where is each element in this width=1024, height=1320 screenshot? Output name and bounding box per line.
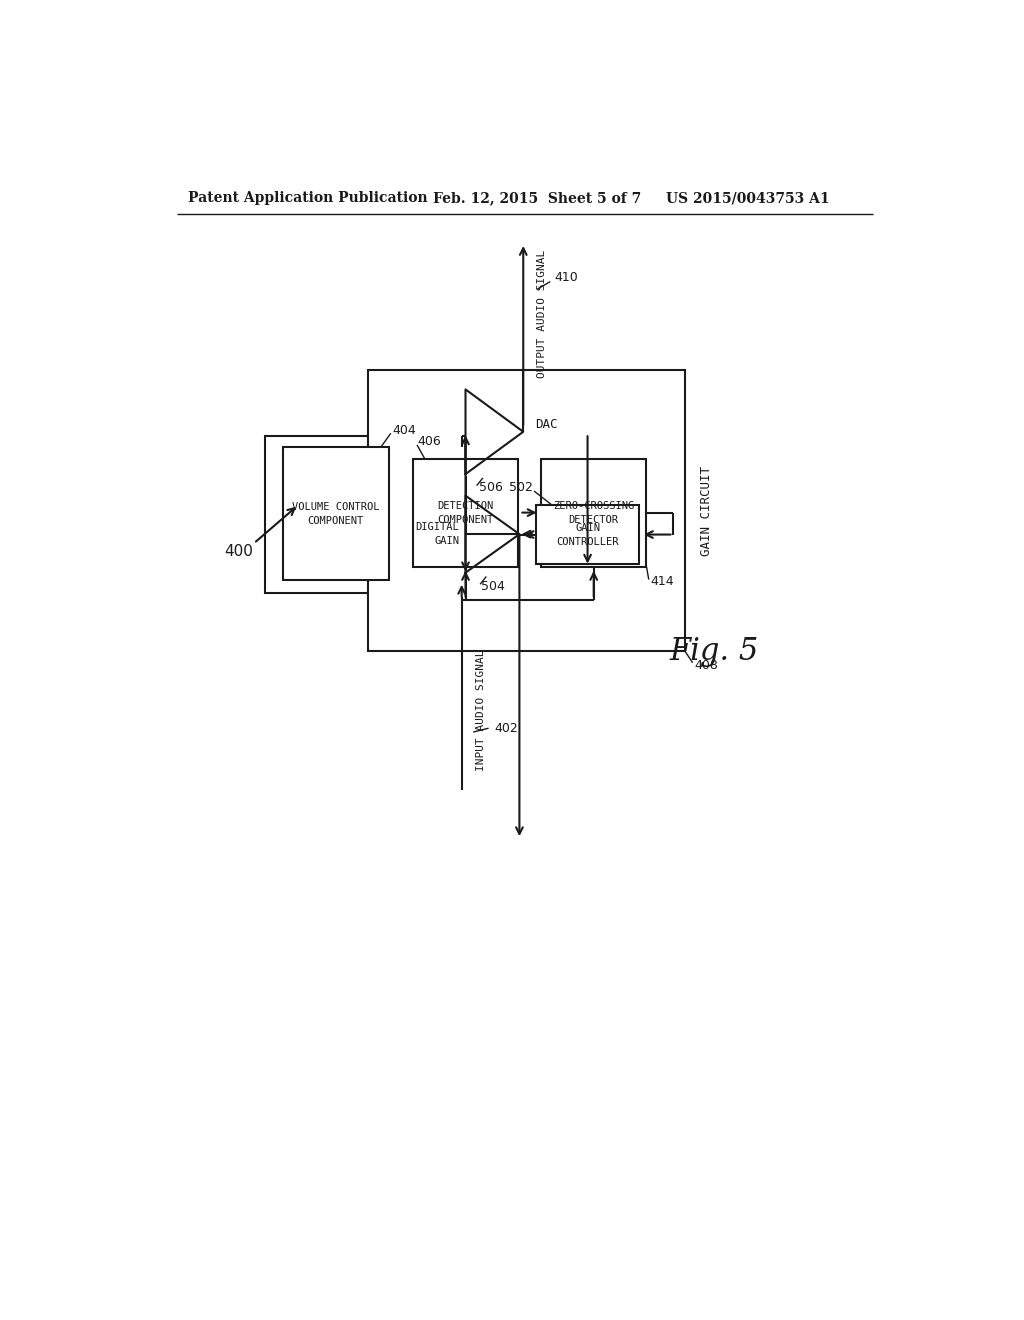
Text: DAC: DAC [535,417,557,430]
Text: GAIN
CONTROLLER: GAIN CONTROLLER [556,523,618,546]
Text: VOLUME CONTROL
COMPONENT: VOLUME CONTROL COMPONENT [292,502,380,525]
Text: Fig. 5: Fig. 5 [670,636,759,667]
Bar [413,459,518,566]
Text: 506: 506 [478,482,503,495]
Bar [537,506,639,564]
Text: 414: 414 [650,576,674,589]
Text: 408: 408 [694,659,718,672]
Text: 406: 406 [417,436,440,449]
Bar [265,436,674,594]
Bar [368,370,685,651]
Text: 400: 400 [224,544,253,558]
Text: US 2015/0043753 A1: US 2015/0043753 A1 [666,191,829,206]
Text: OUTPUT AUDIO SIGNAL: OUTPUT AUDIO SIGNAL [538,251,547,379]
Text: 410: 410 [554,271,578,284]
Bar [541,459,646,566]
Text: Patent Application Publication: Patent Application Publication [188,191,428,206]
Text: Feb. 12, 2015  Sheet 5 of 7: Feb. 12, 2015 Sheet 5 of 7 [433,191,641,206]
Text: 404: 404 [392,424,416,437]
Text: INPUT AUDIO SIGNAL: INPUT AUDIO SIGNAL [475,649,485,771]
Text: DETECTION
COMPONENT: DETECTION COMPONENT [437,500,494,524]
Text: DIGITAL
GAIN: DIGITAL GAIN [416,523,460,546]
Text: 502: 502 [509,482,532,495]
Bar [283,447,388,581]
Text: ZERO-CROSSING
DETECTOR: ZERO-CROSSING DETECTOR [553,500,634,524]
Text: 402: 402 [494,722,518,735]
Text: 504: 504 [480,579,505,593]
Text: GAIN CIRCUIT: GAIN CIRCUIT [700,466,713,556]
